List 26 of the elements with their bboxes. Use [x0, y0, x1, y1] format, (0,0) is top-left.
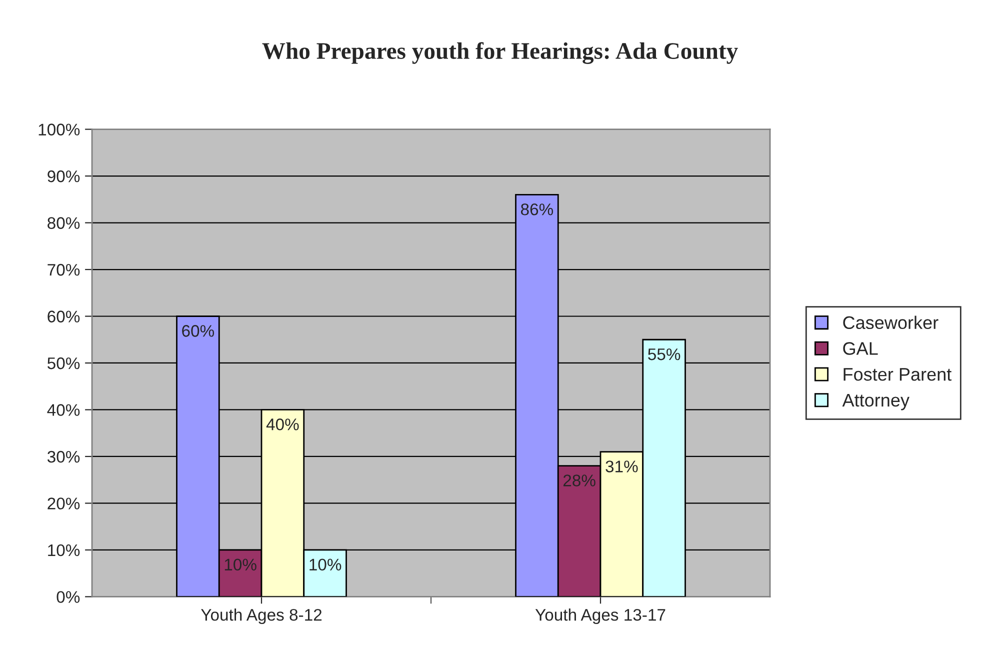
legend-label: Caseworker: [843, 316, 938, 330]
data-label: 10%: [310, 558, 342, 571]
legend-label: Attorney: [842, 394, 910, 410]
data-label: 10%: [224, 558, 256, 571]
legend-label: GAL: [843, 342, 878, 355]
data-label: 28%: [563, 474, 596, 486]
data-label: 55%: [648, 348, 680, 360]
y-tick-label: 10%: [48, 544, 80, 556]
y-tick-label: 80%: [48, 217, 80, 229]
y-tick-label: 60%: [48, 310, 80, 322]
legend-label: Foster Parent: [844, 368, 952, 381]
y-tick-label: 30%: [47, 450, 80, 463]
chart-title: Who Prepares youth for Hearings: Ada County: [262, 42, 738, 64]
y-tick-label: 40%: [47, 404, 80, 416]
data-label: 31%: [606, 460, 638, 472]
y-tick-label: 50%: [48, 357, 80, 370]
x-tick-label: Youth Ages 8-12: [201, 608, 322, 624]
data-label: 60%: [182, 325, 214, 337]
y-tick-label: 70%: [48, 264, 80, 276]
data-label: 40%: [266, 418, 299, 430]
y-tick-label: 0%: [56, 591, 80, 603]
x-tick-label: Youth Ages 13-17: [535, 608, 666, 624]
y-tick-label: 100%: [38, 124, 80, 136]
y-tick-label: 20%: [48, 498, 80, 510]
y-tick-label: 90%: [48, 170, 80, 182]
data-label: 86%: [520, 203, 554, 216]
